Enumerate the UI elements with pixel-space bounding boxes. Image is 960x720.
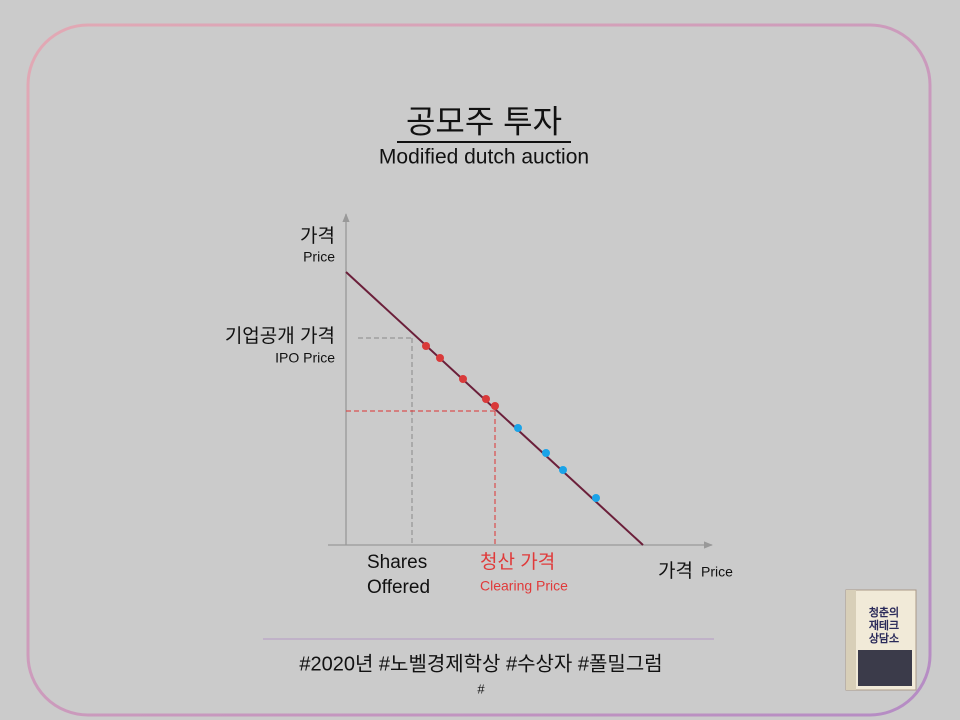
y-axis-label: 가격: [300, 225, 335, 247]
book-photo: [858, 650, 912, 686]
x-axis-label: 가격: [658, 560, 693, 582]
book-title: 청춘의: [869, 605, 899, 619]
ipo-sublabel: IPO Price: [275, 350, 335, 366]
clearing-sublabel: Clearing Price: [480, 578, 568, 594]
frame: [26, 23, 932, 717]
diagram: 가격 Price 기업공개 가격 IPO Price Shares Offere…: [225, 213, 733, 598]
shares-label: Shares: [367, 552, 427, 573]
book: 청춘의 재테크 상담소: [845, 589, 917, 691]
book-spine: [846, 590, 856, 690]
book-title: 재테크: [869, 618, 899, 632]
title: 공모주 투자: [406, 103, 562, 139]
clearing-label: 청산 가격: [480, 551, 555, 573]
x-axis-sublabel: Price: [701, 564, 733, 580]
ipo-label: 기업공개 가격: [225, 325, 335, 347]
accepted-bids: [422, 342, 499, 410]
hash: #: [477, 681, 485, 696]
shares-label: Offered: [367, 577, 430, 598]
subtitle: Modified dutch auction: [379, 146, 589, 169]
y-axis-sublabel: Price: [303, 249, 335, 265]
rejected-bids: [514, 424, 600, 502]
hashtags: #2020년 #노벨경제학상 #수상자 #폴밀그럼: [299, 652, 662, 675]
book-title: 상담소: [869, 631, 899, 645]
